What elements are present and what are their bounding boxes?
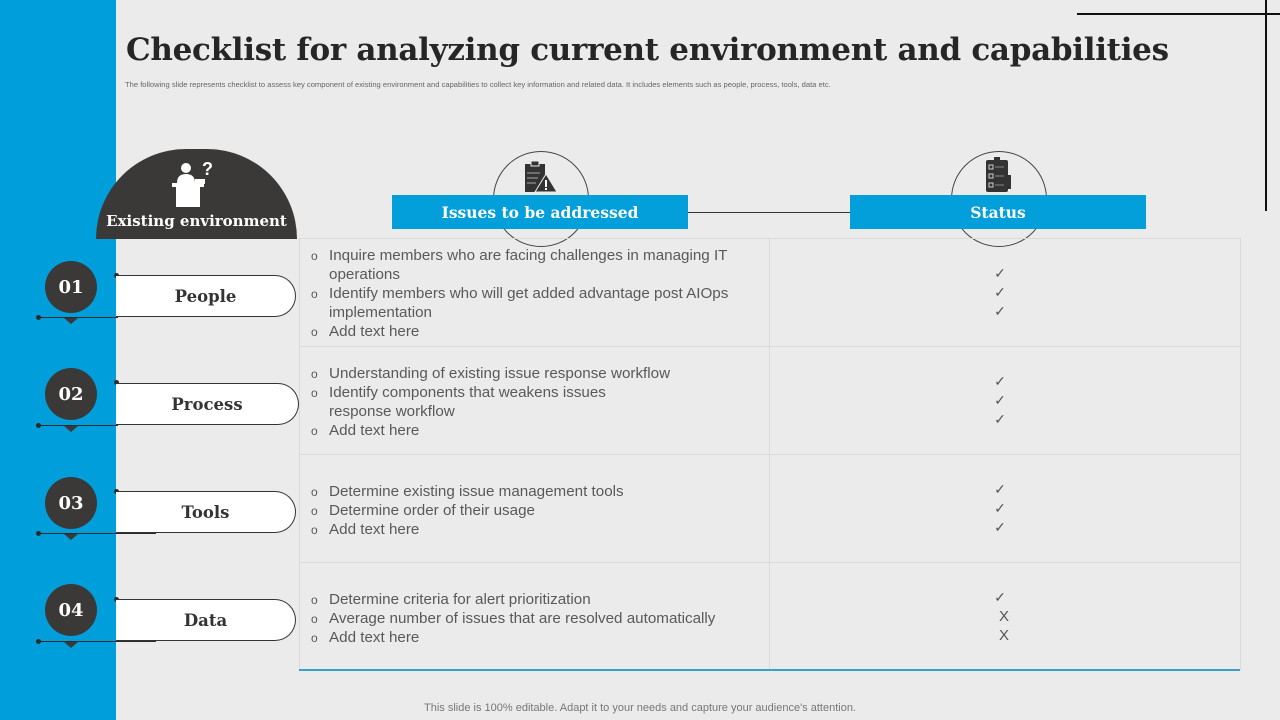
notch [64,426,78,432]
check-icon: ✓ [994,265,1006,281]
table-row: Inquire members who are facing challenge… [300,238,1240,346]
status-list: ✓ ✓ ✓ [990,372,1010,429]
issue-item: Add text here [310,628,760,648]
column-divider [769,455,770,562]
baseline [38,641,156,642]
issue-item: Inquire members who are facing challenge… [310,246,760,284]
category-label-data: Data [116,599,296,641]
corner-line-horizontal [1077,13,1280,15]
table-row: Determine criteria for alert prioritizat… [300,562,1240,670]
svg-text:?: ? [202,159,213,179]
page-subtitle: The following slide represents checklist… [125,80,831,89]
footer-note: This slide is 100% editable. Adapt it to… [424,702,856,714]
check-icon: ✓ [994,303,1006,319]
table-row: Understanding of existing issue response… [300,346,1240,454]
issue-item: Add text here [310,421,630,441]
existing-environment-header: ? Existing environment [96,149,297,239]
baseline [38,317,118,318]
table-bottom-line [299,669,1240,671]
check-icon: ✓ [994,481,1006,497]
clipboard-checklist-icon [986,157,1011,192]
notch [64,318,78,324]
notch [64,642,78,648]
table-row: Determine existing issue management tool… [300,454,1240,562]
category-label-tools: Tools [116,491,296,533]
header-connector-line [688,212,850,213]
issue-item: Understanding of existing issue response… [310,364,670,384]
issue-item: Determine criteria for alert prioritizat… [310,590,760,610]
cross-icon: X [998,608,1009,625]
issue-item: Identify components that weakens issues … [310,383,630,421]
category-label-people: People [116,275,296,317]
baseline [38,425,118,426]
issues-list: Understanding of existing issue response… [310,364,670,441]
corner-line-vertical [1265,0,1267,211]
notch [64,534,78,540]
issue-item: Add text here [310,322,760,342]
row-number-badge: 04 [45,584,97,636]
issues-list: Determine criteria for alert prioritizat… [310,590,760,648]
category-label-process: Process [116,383,299,425]
status-list: ✓ ✓ ✓ [990,264,1010,321]
checklist-table: Inquire members who are facing challenge… [299,238,1241,670]
connector-dot [36,639,41,644]
existing-environment-label: Existing environment [106,212,287,230]
row-number-badge: 02 [45,368,97,420]
person-at-desk-question-icon: ? [172,159,213,207]
issue-item: Average number of issues that are resolv… [310,609,760,629]
baseline [38,533,156,534]
column-divider [769,347,770,454]
check-icon: ✓ [994,392,1006,408]
row-number-badge: 03 [45,477,97,529]
cross-icon: X [998,627,1009,644]
connector-dot [36,531,41,536]
status-list: ✓ X X [990,588,1010,645]
issue-item: Determine order of their usage [310,501,760,521]
check-icon: ✓ [994,519,1006,535]
connector-dot [36,423,41,428]
column-divider [769,563,770,670]
issue-item: Identify members who will get added adva… [310,284,760,322]
issues-list: Inquire members who are facing challenge… [310,246,760,342]
status-header: Status [850,195,1146,229]
check-icon: ✓ [994,373,1006,389]
issue-item: Add text here [310,520,760,540]
row-number-badge: 01 [45,261,97,313]
check-icon: ✓ [994,500,1006,516]
column-divider [769,239,770,346]
connector-dot [36,315,41,320]
issues-list: Determine existing issue management tool… [310,482,760,540]
issue-item: Determine existing issue management tool… [310,482,760,502]
connector-dot [114,380,119,385]
page-title: Checklist for analyzing current environm… [126,32,1169,68]
issues-header: Issues to be addressed [392,195,688,229]
status-list: ✓ ✓ ✓ [990,480,1010,537]
clipboard-warning-icon [525,161,558,193]
check-icon: ✓ [994,411,1006,427]
check-icon: ✓ [994,284,1006,300]
check-icon: ✓ [994,589,1006,605]
